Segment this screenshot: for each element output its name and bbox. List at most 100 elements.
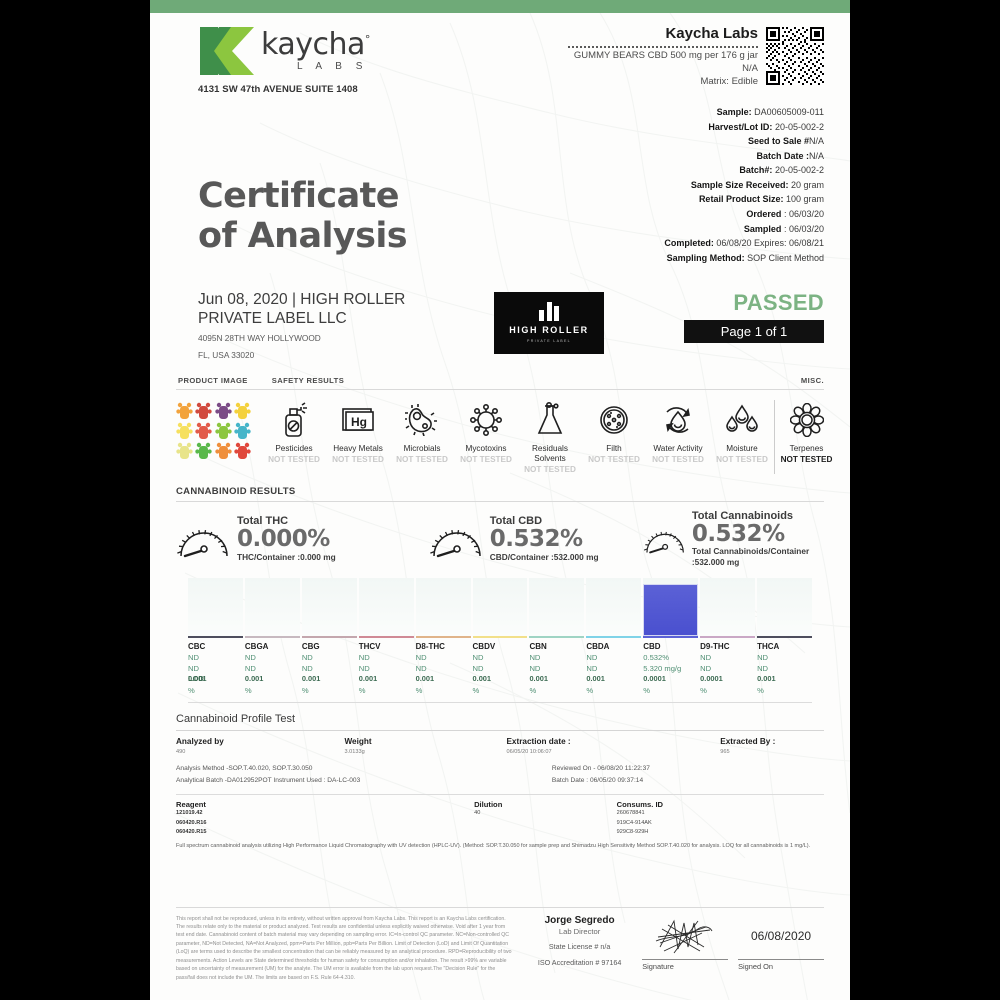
profile-field: Extraction date : 06/05/20 10:06:07 <box>506 737 571 756</box>
chart-column-d8-thc <box>415 577 471 636</box>
safety-test-heavy-metals[interactable]: Hg Heavy Metals NOT TESTED <box>326 400 390 475</box>
gauge-sublabel: CBD/Container :532.000 mg <box>489 551 599 562</box>
product-image <box>176 400 252 461</box>
baseline-d9-thc <box>700 635 756 638</box>
table-cell: THCA <box>757 641 780 651</box>
gauge-sublabel: THC/Container :0.000 mg <box>237 551 336 562</box>
coa-page: kaycha° L A B S 4131 SW 47th AVENUE SUIT… <box>150 0 850 1000</box>
table-cell: CBDV <box>472 641 496 651</box>
sample-metadata: Sample: DA00605009-011 Harvest/Lot ID: 2… <box>176 105 824 265</box>
method-line: Analysis Method -SOP.T.40.020, SOP.T.30.… <box>176 765 313 773</box>
gummy-bear-icon <box>234 422 251 439</box>
safety-test-moisture[interactable]: Moisture NOT TESTED <box>710 400 774 475</box>
table-row-lod-unit: %%%%%%%%%%% <box>188 685 812 696</box>
label-misc: MISC. <box>800 375 824 385</box>
lab-address: 4131 SW 47th AVENUE SUITE 1408 <box>198 84 358 95</box>
profile-field: Extracted By : 965 <box>720 737 776 756</box>
chart-column-cbga <box>244 577 300 636</box>
meta-row: Batch#: 20-05-002-2 <box>739 165 824 176</box>
chart-column-cbn <box>529 577 585 636</box>
header-right-block: Kaycha Labs GUMMY BEARS CBD 500 mg per 1… <box>568 25 824 95</box>
page-header: kaycha° L A B S 4131 SW 47th AVENUE SUIT… <box>176 13 824 95</box>
safety-test-pesticides[interactable]: Pesticides NOT TESTED <box>262 400 326 475</box>
table-cell: ND <box>244 653 256 663</box>
chart-column-cbda <box>586 577 642 636</box>
status-badge-passed: PASSED <box>733 289 824 315</box>
kaycha-wordmark: kaycha° <box>261 27 370 62</box>
table-row-mass: ND ND ND ND ND ND ND ND 5.320 mg/g ND ND <box>188 663 812 674</box>
table-cell: 0.001 <box>244 674 264 684</box>
table-cell: % <box>301 686 309 696</box>
kaycha-k-logo-icon <box>200 27 254 75</box>
state-license: State License # n/a <box>548 941 611 951</box>
safety-test-mycotoxins[interactable]: Mycotoxins NOT TESTED <box>454 400 518 475</box>
table-cell: ND <box>529 653 541 663</box>
baseline-cbd <box>643 635 699 638</box>
meta-row: Sampling Method: SOP Client Method <box>666 252 824 263</box>
table-cell: ND <box>700 653 712 663</box>
label-safety-results: SAFETY RESULTS <box>271 375 345 385</box>
footer-disclaimer: This report shall not be reproduced, unl… <box>176 915 512 981</box>
gauge-label: Total CBD <box>489 515 543 528</box>
baseline-d8-thc <box>415 635 471 638</box>
brand-bars-icon <box>539 302 559 322</box>
chart-column-cbg <box>301 577 357 636</box>
table-cell: CBDA <box>586 641 610 651</box>
safety-test-water-activity[interactable]: Water Activity NOT TESTED <box>646 400 710 475</box>
table-cell: ND <box>415 664 427 674</box>
table-cell: % <box>643 686 651 696</box>
svg-text:Hg: Hg <box>351 415 367 429</box>
signer-name: Jorge Segredo <box>544 914 615 926</box>
table-cell: ND <box>415 653 427 663</box>
page-title-line2: of Analysis <box>198 215 408 256</box>
table-cell: % <box>358 686 366 696</box>
signature-image <box>642 915 728 957</box>
table-cell: % <box>529 686 537 696</box>
table-cell: CBC <box>188 641 206 651</box>
gummy-bear-icon <box>176 442 193 459</box>
qr-code-icon[interactable] <box>766 27 824 85</box>
gummy-bear-icon <box>195 402 212 419</box>
table-cell: 0.001 <box>188 674 207 684</box>
gummy-bear-icon <box>195 422 212 439</box>
product-na: N/A <box>742 62 758 74</box>
profile-title: Cannabinoid Profile Test <box>176 713 824 732</box>
lod-label: LOD <box>188 674 204 684</box>
batch-date-line: Batch Date : 06/05/20 09:37:14 <box>551 776 644 784</box>
table-cell: CBGA <box>244 641 269 651</box>
table-cell: D9-THC <box>700 641 730 651</box>
cannabinoid-profile-test: Cannabinoid Profile Test Analyzed by 490… <box>176 713 824 850</box>
cannabinoid-bar-chart <box>176 577 824 638</box>
mycotoxins-icon <box>454 400 518 440</box>
client-date-name: Jun 08, 2020 | HIGH ROLLER <box>198 290 406 308</box>
top-green-band <box>150 0 850 13</box>
table-cell: CBG <box>301 641 320 651</box>
client-address-2: FL, USA 33020 <box>198 349 255 360</box>
chart-column-thca <box>757 577 812 636</box>
product-matrix: Matrix: Edible <box>700 75 758 87</box>
table-cell: ND <box>700 664 712 674</box>
kaycha-logo-block: kaycha° L A B S 4131 SW 47th AVENUE SUIT… <box>176 25 370 95</box>
microbials-icon <box>390 400 454 440</box>
meta-row: Sampled : 06/03/20 <box>743 223 824 234</box>
chart-bar-cbd <box>643 584 699 636</box>
safety-test-filth[interactable]: Filth NOT TESTED <box>582 400 646 475</box>
chart-column-cbd <box>643 577 699 636</box>
safety-test-list: Pesticides NOT TESTED Hg Heavy Metals NO… <box>252 399 838 475</box>
safety-test-microbials[interactable]: Microbials NOT TESTED <box>390 400 454 475</box>
table-cell: ND <box>301 664 313 674</box>
table-cell: CBN <box>529 641 547 651</box>
page-title-line1: Certificate <box>198 176 399 217</box>
table-cell: ND <box>472 653 484 663</box>
chart-column-cbdv <box>472 577 528 636</box>
client-name-line2: PRIVATE LABEL LLC <box>198 310 347 328</box>
gauge-total-cannabinoids: Total Cannabinoids 0.532% Total Cannabin… <box>643 510 824 568</box>
signer-role: Lab Director <box>558 926 601 936</box>
table-cell: ND <box>188 664 199 674</box>
table-row-categories: CBC CBGA CBG THCV D8-THC CBDV CBN CBDA CBD D9-THC… <box>188 641 812 653</box>
chart-column-cbc <box>188 577 243 636</box>
safety-test-residual-solvents[interactable]: Residuals Solvents NOT TESTED <box>518 400 582 474</box>
gauge-dial-icon <box>643 531 684 554</box>
filth-icon <box>582 400 646 440</box>
safety-test-terpenes[interactable]: Terpenes NOT TESTED <box>774 399 838 475</box>
